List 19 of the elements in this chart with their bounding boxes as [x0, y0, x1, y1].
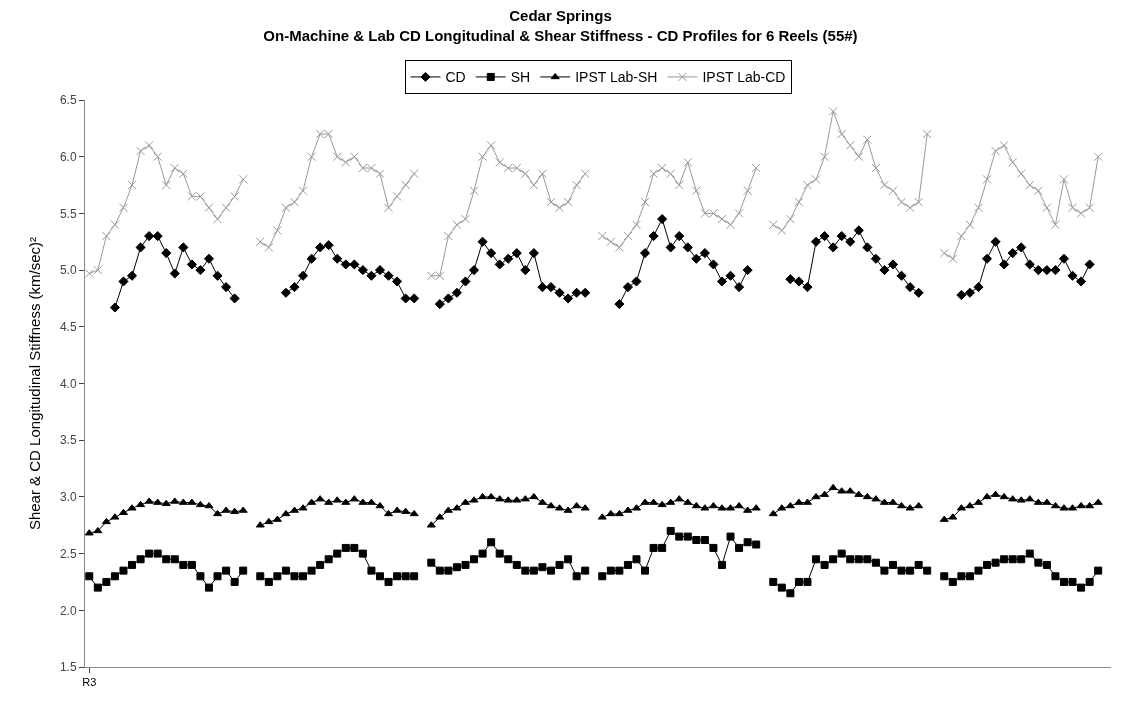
chart-subtitle: On-Machine & Lab CD Longitudinal & Shear Stiffness - CD Profiles for 6 Reels (55#)	[263, 26, 858, 44]
y-tick-label: 3.5	[59, 433, 77, 448]
legend-label: IPST Lab-CD	[702, 69, 786, 86]
y-tick-label: 6.0	[59, 149, 77, 164]
y-tick-label: 2.5	[59, 546, 77, 561]
y-tick-label: 5.0	[59, 263, 77, 278]
chart-title: Cedar Springs	[509, 7, 612, 25]
y-axis-title: Shear & CD Longitudinal Stiffness (km/sec)²	[26, 236, 44, 531]
y-tick-label: 1.5	[59, 660, 77, 675]
x-tick-label: R3	[82, 676, 97, 689]
legend-label: CD	[445, 69, 466, 86]
y-tick-label: 4.5	[59, 320, 77, 334]
y-tick-label: 5.5	[59, 206, 77, 221]
legend-label: SH	[510, 69, 531, 86]
y-tick-label: 6.5	[59, 93, 77, 108]
legend-label: IPST Lab-SH	[575, 69, 658, 86]
y-tick-label: 4.0	[59, 376, 77, 391]
y-tick-label: 3.0	[59, 490, 77, 505]
y-tick-label: 2.0	[59, 603, 77, 618]
